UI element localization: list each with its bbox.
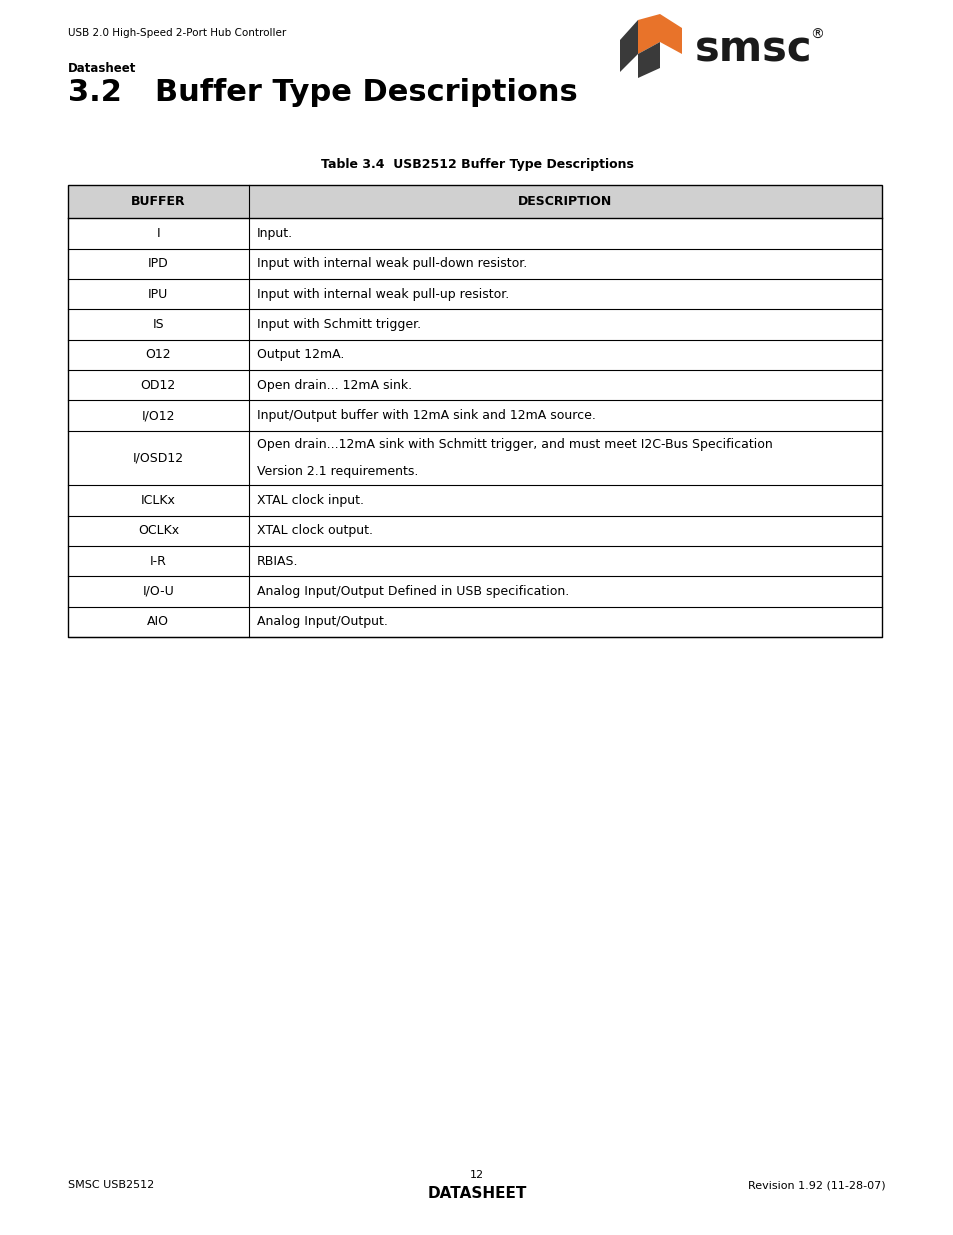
Text: Analog Input/Output.: Analog Input/Output. (256, 615, 387, 629)
Bar (68, 185, 882, 637)
Text: Input.: Input. (256, 227, 293, 240)
Text: ICLKx: ICLKx (141, 494, 175, 508)
Text: IPD: IPD (148, 257, 169, 270)
Bar (68, 185, 882, 219)
Text: OCLKx: OCLKx (137, 525, 179, 537)
Text: Table 3.4  USB2512 Buffer Type Descriptions: Table 3.4 USB2512 Buffer Type Descriptio… (320, 158, 633, 170)
Text: Open drain... 12mA sink.: Open drain... 12mA sink. (256, 379, 412, 391)
Text: IS: IS (152, 319, 164, 331)
Text: ®: ® (809, 28, 823, 42)
Text: DESCRIPTION: DESCRIPTION (517, 195, 612, 209)
Text: XTAL clock input.: XTAL clock input. (256, 494, 363, 508)
Text: Input with Schmitt trigger.: Input with Schmitt trigger. (256, 319, 420, 331)
Text: SMSC USB2512: SMSC USB2512 (68, 1179, 154, 1191)
Text: Buffer Type Descriptions: Buffer Type Descriptions (154, 78, 578, 107)
Text: AIO: AIO (147, 615, 170, 629)
Polygon shape (638, 42, 659, 78)
Text: O12: O12 (146, 348, 171, 362)
Polygon shape (619, 20, 638, 72)
Text: BUFFER: BUFFER (131, 195, 186, 209)
Text: Datasheet: Datasheet (68, 62, 136, 75)
Text: IPU: IPU (148, 288, 169, 300)
Text: Input/Output buffer with 12mA sink and 12mA source.: Input/Output buffer with 12mA sink and 1… (256, 409, 595, 422)
Text: OD12: OD12 (141, 379, 175, 391)
Text: 3.2: 3.2 (68, 78, 122, 107)
Text: USB 2.0 High-Speed 2-Port Hub Controller: USB 2.0 High-Speed 2-Port Hub Controller (68, 28, 286, 38)
Text: Open drain...12mA sink with Schmitt trigger, and must meet I2C-Bus Specification: Open drain...12mA sink with Schmitt trig… (256, 438, 772, 451)
Text: smsc: smsc (695, 28, 812, 70)
Text: DATASHEET: DATASHEET (427, 1186, 526, 1200)
Text: 12: 12 (470, 1170, 483, 1179)
Text: Version 2.1 requirements.: Version 2.1 requirements. (256, 466, 417, 478)
Text: I/OSD12: I/OSD12 (132, 452, 184, 464)
Text: I-R: I-R (150, 555, 167, 568)
Text: I/O12: I/O12 (141, 409, 175, 422)
Polygon shape (638, 14, 681, 54)
Text: Input with internal weak pull-down resistor.: Input with internal weak pull-down resis… (256, 257, 526, 270)
Text: XTAL clock output.: XTAL clock output. (256, 525, 373, 537)
Text: RBIAS.: RBIAS. (256, 555, 298, 568)
Text: I/O-U: I/O-U (142, 585, 174, 598)
Text: I: I (156, 227, 160, 240)
Text: Revision 1.92 (11-28-07): Revision 1.92 (11-28-07) (747, 1179, 885, 1191)
Text: Output 12mA.: Output 12mA. (256, 348, 344, 362)
Text: Input with internal weak pull-up resistor.: Input with internal weak pull-up resisto… (256, 288, 508, 300)
Text: Analog Input/Output Defined in USB specification.: Analog Input/Output Defined in USB speci… (256, 585, 568, 598)
